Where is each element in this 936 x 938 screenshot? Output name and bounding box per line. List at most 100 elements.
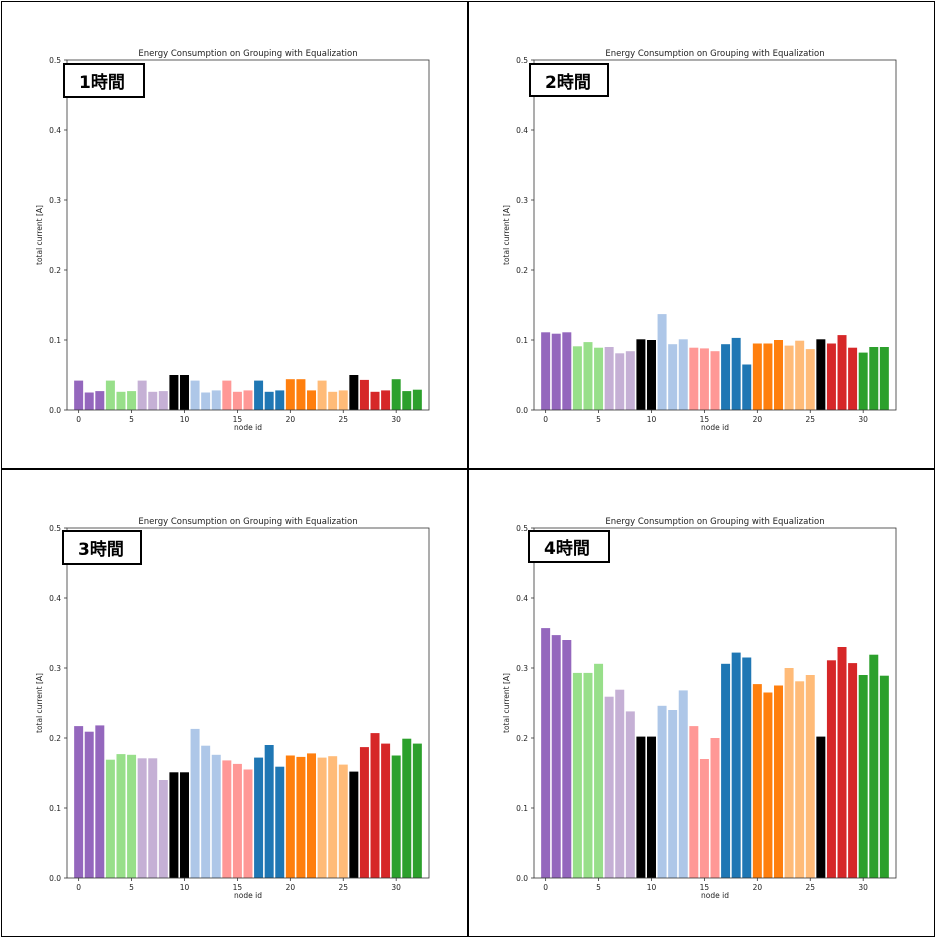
y-tick-label: 0.3 (516, 196, 528, 205)
bar-node-3 (105, 380, 115, 410)
bar-node-8 (158, 391, 168, 410)
chart-4h: 0.0 0.1 0.2 0.3 0.4 0.5 0 5 10 15 20 25 30 Energy Con… (502, 517, 897, 900)
bar-node-20 (285, 379, 295, 410)
x-tick-label: 5 (129, 883, 134, 892)
bar-node-1 (551, 635, 561, 878)
bar-node-17 (254, 757, 264, 878)
bar-node-32 (879, 347, 889, 410)
bar-node-11 (657, 705, 667, 878)
bar-node-19 (275, 766, 285, 878)
bar-node-14 (689, 726, 699, 878)
y-tick-label: 0.0 (516, 874, 528, 883)
bar-node-3 (105, 759, 115, 878)
bar-node-31 (402, 391, 412, 410)
x-tick-label: 5 (596, 883, 601, 892)
bar-node-23 (784, 345, 794, 410)
x-tick-label: 0 (543, 415, 548, 424)
x-tick-label: 20 (286, 883, 296, 892)
bar-node-13 (678, 339, 688, 410)
bar-node-23 (317, 380, 327, 410)
bar-node-7 (615, 689, 625, 878)
y-tick-label: 0.4 (516, 126, 528, 135)
bar-node-18 (731, 337, 741, 410)
bar-node-27 (826, 343, 836, 410)
bar-node-24 (328, 756, 338, 878)
y-axis-label: total current [A] (35, 673, 44, 733)
y-tick-label: 0.5 (49, 524, 61, 533)
y-tick-label: 0.3 (516, 664, 528, 673)
x-tick-label: 10 (647, 883, 657, 892)
time-badge: 2時間 (529, 63, 609, 97)
bar-node-6 (137, 758, 147, 878)
bar-node-10 (179, 772, 189, 878)
bar-node-0 (74, 726, 84, 878)
x-tick-label: 10 (180, 415, 190, 424)
bar-node-29 (381, 743, 391, 878)
plot-frame (66, 527, 430, 879)
bar-node-12 (668, 710, 678, 878)
bar-node-22 (774, 685, 784, 878)
plot-frame (66, 59, 430, 411)
bar-node-15 (232, 391, 242, 410)
x-tick-label: 30 (858, 415, 868, 424)
y-tick-label: 0.1 (516, 804, 528, 813)
bar-node-16 (710, 738, 720, 878)
bar-node-28 (837, 335, 847, 410)
x-tick-label: 20 (753, 883, 763, 892)
chart-title: Energy Consumption on Grouping with Equa… (138, 517, 357, 527)
bar-node-9 (169, 375, 179, 410)
bar-node-20 (752, 684, 762, 878)
bar-node-27 (826, 660, 836, 878)
bar-node-5 (127, 754, 137, 878)
panel-2h: 0.0 0.1 0.2 0.3 0.4 0.5 0 5 10 15 20 25 30 Energy Con… (468, 1, 935, 469)
bar-node-25 (805, 675, 815, 878)
y-tick-label: 0.1 (516, 336, 528, 345)
bar-node-32 (879, 675, 889, 878)
bar-node-25 (338, 764, 348, 878)
bar-node-13 (211, 754, 221, 878)
bar-node-28 (370, 733, 380, 878)
chart-title: Energy Consumption on Grouping with Equa… (605, 517, 824, 527)
bar-node-6 (604, 696, 614, 878)
bar-node-32 (412, 389, 422, 410)
bar-node-23 (317, 757, 327, 878)
plot-frame (533, 59, 897, 411)
bar-node-32 (412, 743, 422, 878)
y-tick-label: 0.4 (49, 594, 61, 603)
x-tick-label: 25 (805, 883, 815, 892)
y-tick-label: 0.4 (516, 594, 528, 603)
bar-node-5 (127, 391, 137, 410)
bar-node-29 (848, 663, 858, 878)
bar-node-22 (774, 340, 784, 410)
bar-node-8 (158, 780, 168, 878)
bar-node-18 (264, 391, 274, 410)
y-tick-label: 0.2 (49, 266, 61, 275)
bar-node-17 (254, 380, 264, 410)
bar-node-18 (264, 745, 274, 878)
bar-node-17 (721, 344, 731, 410)
bar-node-24 (328, 391, 338, 410)
bar-node-26 (816, 736, 826, 878)
y-tick-label: 0.2 (49, 734, 61, 743)
bar-node-26 (349, 375, 359, 410)
bar-node-5 (594, 663, 604, 878)
time-badge: 1時間 (63, 63, 145, 98)
chart-2h: 0.0 0.1 0.2 0.3 0.4 0.5 0 5 10 15 20 25 30 Energy Con… (502, 49, 897, 432)
bar-node-30 (391, 755, 401, 878)
bar-node-9 (636, 736, 646, 878)
bar-node-2 (95, 725, 105, 878)
bar-node-25 (338, 390, 348, 410)
bar-node-7 (615, 353, 625, 410)
y-axis-label: total current [A] (35, 205, 44, 265)
y-axis-label: total current [A] (502, 205, 511, 265)
bar-node-13 (678, 690, 688, 878)
bar-node-27 (359, 747, 369, 878)
y-tick-label: 0.5 (49, 56, 61, 65)
x-tick-label: 25 (805, 415, 815, 424)
chart-title: Energy Consumption on Grouping with Equa… (605, 49, 824, 59)
bar-node-16 (243, 769, 253, 878)
bar-node-21 (296, 379, 306, 410)
x-tick-label: 15 (233, 883, 243, 892)
bar-node-12 (201, 745, 211, 878)
bar-node-2 (562, 332, 572, 410)
